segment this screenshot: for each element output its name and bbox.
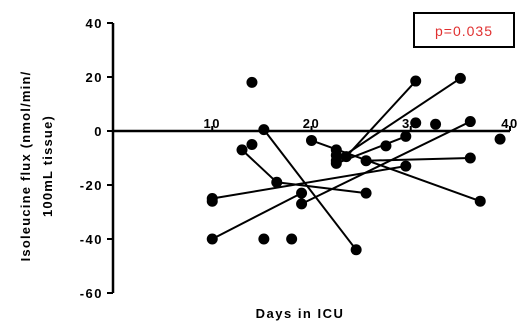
connecting-line: [345, 80, 417, 158]
data-point: [400, 160, 412, 172]
data-point: [464, 152, 476, 164]
data-point: [360, 187, 372, 199]
connecting-line: [276, 181, 367, 195]
data-point: [454, 72, 466, 84]
y-tick-label: -40: [80, 232, 103, 247]
data-point: [286, 233, 298, 245]
connecting-line: [211, 192, 303, 240]
data-point: [236, 144, 248, 156]
connecting-line: [366, 157, 471, 162]
y-axis-title-line-2: 100mL tissue): [40, 115, 55, 217]
data-point: [296, 198, 308, 210]
connecting-lines: [211, 77, 481, 251]
x-tick-label: 10: [204, 116, 221, 131]
data-point: [350, 244, 362, 256]
axis-labels: Days in ICU Isoleucine flux (nmol/min/ 1…: [18, 71, 345, 321]
x-tick-label: 20: [303, 116, 320, 131]
data-point: [410, 117, 422, 129]
data-point: [296, 187, 308, 199]
data-point: [464, 116, 476, 128]
data-point: [246, 76, 258, 88]
connecting-line: [241, 149, 278, 184]
x-tick-label: 40: [501, 116, 518, 131]
data-point: [340, 151, 352, 163]
data-point: [380, 140, 392, 152]
data-point: [474, 195, 486, 207]
data-point: [494, 133, 506, 145]
y-tick-label: 20: [86, 70, 103, 85]
data-point: [306, 134, 317, 146]
data-point: [400, 130, 412, 142]
data-point: [430, 118, 442, 130]
data-point: [258, 233, 270, 245]
y-tick-label: -20: [80, 178, 103, 193]
y-tick-label: -60: [80, 286, 103, 301]
data-point: [330, 157, 342, 169]
data-point: [360, 155, 372, 167]
data-point: [410, 75, 422, 87]
data-point: [271, 176, 283, 188]
data-point: [206, 195, 218, 207]
y-tick-label: 40: [86, 16, 103, 31]
connecting-line: [263, 129, 357, 251]
y-axis-title-line-1: Isoleucine flux (nmol/min/: [18, 71, 33, 262]
connecting-line: [301, 120, 471, 205]
connecting-line: [335, 77, 461, 162]
p-value-label: p=0.035: [435, 23, 493, 39]
y-tick-label: 0: [94, 124, 103, 139]
data-points: [206, 72, 506, 256]
x-axis-title: Days in ICU: [256, 306, 345, 321]
p-value-box: p=0.035: [413, 12, 515, 48]
data-point: [258, 124, 270, 136]
connecting-line: [212, 165, 406, 200]
data-point: [206, 233, 218, 245]
data-point: [246, 139, 258, 150]
p-value-frame: [413, 12, 515, 48]
